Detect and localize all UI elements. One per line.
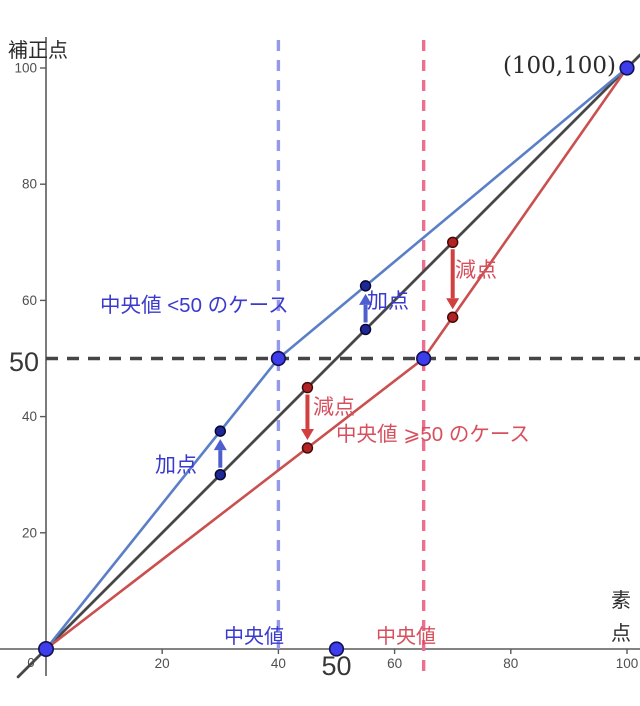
blue-left-point-before <box>214 469 227 481</box>
blue-right-label: 加点 <box>367 290 409 313</box>
x-tick-label: 80 <box>503 656 518 671</box>
key-point-100-100 <box>619 60 635 76</box>
key-point-0-0 <box>37 640 54 657</box>
x-tick-label: 40 <box>271 656 286 671</box>
case-blue: 中央値 <50 のケース <box>100 294 289 317</box>
x-tick-label: 60 <box>387 656 402 671</box>
y-tick-label: 20 <box>22 525 37 540</box>
x-axis-title-char: 点 <box>611 622 631 645</box>
blue-right-point-before <box>359 323 372 336</box>
blue-right-arrow-head <box>359 293 373 305</box>
red-right-label: 減点 <box>455 259 497 282</box>
key-point-65-50 <box>416 350 432 367</box>
y-axis-title: 補正点 <box>8 39 68 62</box>
corner-point-label: (100,100) <box>503 53 616 79</box>
case-red: 中央値 ⩾50 のケース <box>336 423 530 446</box>
blue-left-label: 加点 <box>155 454 197 477</box>
red-left-point-after <box>301 442 314 454</box>
identity-line <box>16 53 640 679</box>
x-axis-title: 素点 <box>611 589 631 645</box>
blue-left-arrow-head <box>213 439 227 451</box>
median-label-blue: 中央値 <box>224 625 284 648</box>
y-tick-label: 40 <box>22 409 37 424</box>
red-left-label: 減点 <box>313 396 355 419</box>
red-right-point-after <box>447 311 459 323</box>
red-left-point-before <box>301 381 314 394</box>
y-tick-label: 80 <box>22 177 37 192</box>
red-right-arrow-head <box>446 298 460 310</box>
red-left-arrow-head <box>300 428 314 440</box>
x-axis-title-char: 素 <box>611 589 631 612</box>
blue-left-point-after <box>214 425 227 437</box>
y-highlight-50-label: 50 <box>9 347 39 377</box>
key-point-50-0 <box>328 641 345 657</box>
x-tick-label: 20 <box>155 656 170 671</box>
y-tick-label: 60 <box>22 293 37 308</box>
median-label-red: 中央値 <box>376 625 436 648</box>
x-tick-label: 100 <box>616 656 639 671</box>
key-point-40-50 <box>270 350 287 367</box>
red-right-point-before <box>447 236 459 249</box>
y-tick-label: 100 <box>14 61 37 76</box>
blue-right-point-after <box>359 280 372 292</box>
